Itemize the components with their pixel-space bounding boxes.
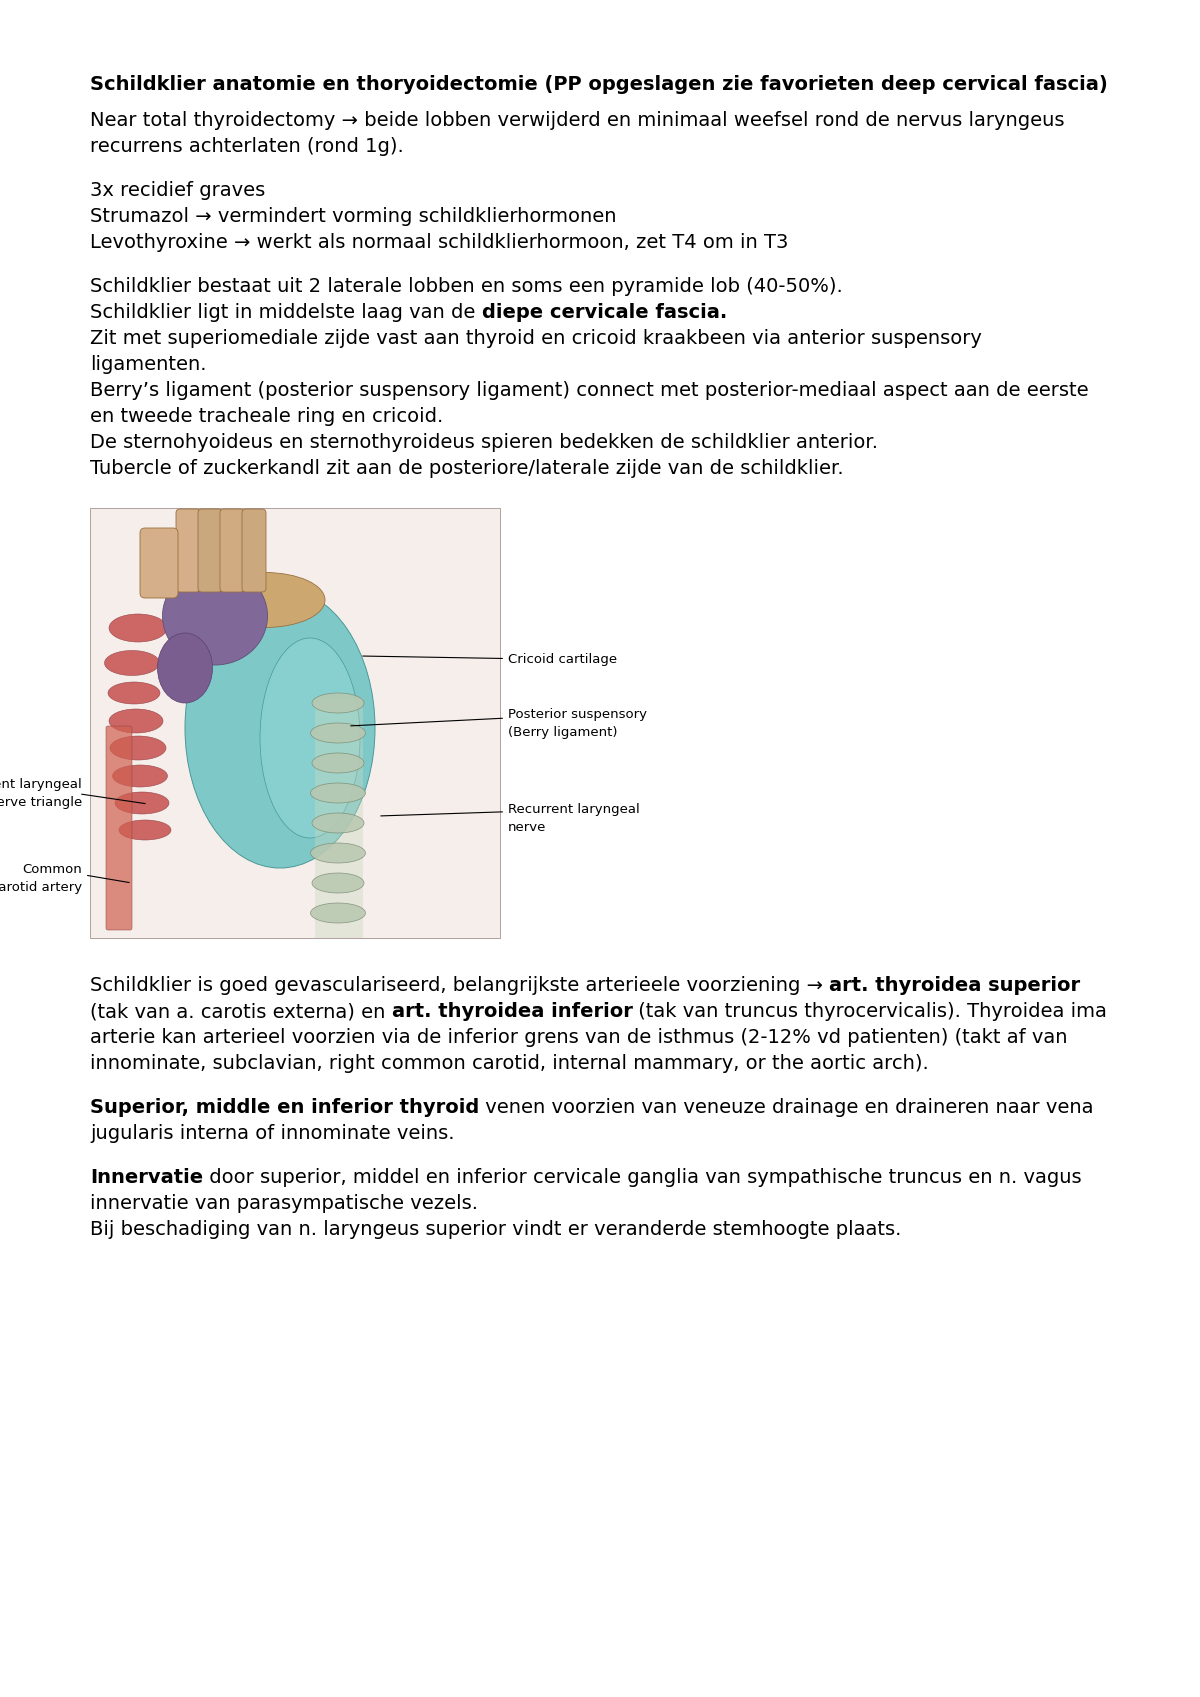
Text: (tak van a. carotis externa) en: (tak van a. carotis externa) en bbox=[90, 1001, 391, 1022]
Text: jugularis interna of innominate veins.: jugularis interna of innominate veins. bbox=[90, 1123, 455, 1144]
Text: carotid artery: carotid artery bbox=[0, 881, 82, 894]
Ellipse shape bbox=[311, 843, 366, 864]
Text: (tak van truncus thyrocervicalis). Thyroidea ima: (tak van truncus thyrocervicalis). Thyro… bbox=[632, 1001, 1108, 1022]
Bar bbox=[90, 507, 500, 938]
Text: Common: Common bbox=[23, 864, 130, 882]
Text: diepe cervicale fascia.: diepe cervicale fascia. bbox=[481, 304, 727, 322]
Ellipse shape bbox=[311, 723, 366, 743]
Text: Tubercle of zuckerkandl zit aan de posteriore/laterale zijde van de schildklier.: Tubercle of zuckerkandl zit aan de poste… bbox=[90, 458, 844, 479]
Text: Schildklier ligt in middelste laag van de: Schildklier ligt in middelste laag van d… bbox=[90, 304, 481, 322]
Ellipse shape bbox=[312, 872, 364, 893]
Ellipse shape bbox=[312, 692, 364, 713]
Ellipse shape bbox=[157, 633, 212, 703]
Text: art. thyroidea inferior: art. thyroidea inferior bbox=[391, 1001, 632, 1022]
Text: Strumazol → vermindert vorming schildklierhormonen: Strumazol → vermindert vorming schildkli… bbox=[90, 207, 617, 226]
Text: en tweede tracheale ring en cricoid.: en tweede tracheale ring en cricoid. bbox=[90, 407, 443, 426]
Text: De sternohyoideus en sternothyroideus spieren bedekken de schildklier anterior.: De sternohyoideus en sternothyroideus sp… bbox=[90, 433, 878, 451]
Text: 3x recidief graves: 3x recidief graves bbox=[90, 182, 265, 200]
Text: ligamenten.: ligamenten. bbox=[90, 355, 206, 373]
Ellipse shape bbox=[205, 572, 325, 628]
Ellipse shape bbox=[104, 650, 160, 675]
Text: Zit met superiomediale zijde vast aan thyroid en cricoid kraakbeen via anterior : Zit met superiomediale zijde vast aan th… bbox=[90, 329, 982, 348]
Text: recurrens achterlaten (rond 1g).: recurrens achterlaten (rond 1g). bbox=[90, 137, 403, 156]
Text: nerve: nerve bbox=[508, 821, 546, 833]
Text: Cricoid cartilage: Cricoid cartilage bbox=[362, 653, 617, 665]
Ellipse shape bbox=[113, 765, 168, 787]
Text: arterie kan arterieel voorzien via de inferior grens van de isthmus (2-12% vd pa: arterie kan arterieel voorzien via de in… bbox=[90, 1028, 1068, 1047]
FancyBboxPatch shape bbox=[106, 726, 132, 930]
Text: Schildklier anatomie en thoryoidectomie (PP opgeslagen zie favorieten deep cervi: Schildklier anatomie en thoryoidectomie … bbox=[90, 75, 1108, 93]
Ellipse shape bbox=[115, 792, 169, 815]
Text: Near total thyroidectomy → beide lobben verwijderd en minimaal weefsel rond de n: Near total thyroidectomy → beide lobben … bbox=[90, 110, 1064, 131]
Ellipse shape bbox=[311, 782, 366, 803]
Text: innominate, subclavian, right common carotid, internal mammary, or the aortic ar: innominate, subclavian, right common car… bbox=[90, 1054, 929, 1073]
Ellipse shape bbox=[162, 567, 268, 665]
Text: Superior, middle en inferior thyroid: Superior, middle en inferior thyroid bbox=[90, 1098, 479, 1117]
Text: nerve triangle: nerve triangle bbox=[0, 796, 82, 809]
Text: innervatie van parasympatische vezels.: innervatie van parasympatische vezels. bbox=[90, 1195, 478, 1213]
Ellipse shape bbox=[109, 614, 167, 641]
Text: Recurrent laryngeal: Recurrent laryngeal bbox=[0, 777, 145, 804]
Ellipse shape bbox=[110, 736, 166, 760]
Text: Posterior suspensory: Posterior suspensory bbox=[350, 708, 647, 726]
Ellipse shape bbox=[312, 753, 364, 774]
Text: Levothyroxine → werkt als normaal schildklierhormoon, zet T4 om in T3: Levothyroxine → werkt als normaal schild… bbox=[90, 232, 788, 251]
Bar bbox=[314, 697, 364, 938]
Text: door superior, middel en inferior cervicale ganglia van sympathische truncus en : door superior, middel en inferior cervic… bbox=[203, 1168, 1081, 1186]
Text: venen voorzien van veneuze drainage en draineren naar vena: venen voorzien van veneuze drainage en d… bbox=[479, 1098, 1093, 1117]
Ellipse shape bbox=[311, 903, 366, 923]
Text: Recurrent laryngeal: Recurrent laryngeal bbox=[380, 803, 640, 816]
FancyBboxPatch shape bbox=[176, 509, 200, 592]
FancyBboxPatch shape bbox=[198, 509, 222, 592]
Text: Berry’s ligament (posterior suspensory ligament) connect met posterior-mediaal a: Berry’s ligament (posterior suspensory l… bbox=[90, 382, 1088, 400]
Text: Schildklier is goed gevasculariseerd, belangrijkste arterieele voorziening →: Schildklier is goed gevasculariseerd, be… bbox=[90, 976, 829, 994]
FancyBboxPatch shape bbox=[242, 509, 266, 592]
FancyBboxPatch shape bbox=[140, 528, 178, 597]
Ellipse shape bbox=[109, 709, 163, 733]
Text: Schildklier bestaat uit 2 laterale lobben en soms een pyramide lob (40-50%).: Schildklier bestaat uit 2 laterale lobbe… bbox=[90, 277, 842, 295]
Text: (Berry ligament): (Berry ligament) bbox=[508, 726, 618, 738]
Ellipse shape bbox=[119, 820, 172, 840]
Ellipse shape bbox=[312, 813, 364, 833]
Text: Innervatie: Innervatie bbox=[90, 1168, 203, 1186]
FancyBboxPatch shape bbox=[220, 509, 244, 592]
Ellipse shape bbox=[185, 587, 374, 867]
Text: art. thyroidea superior: art. thyroidea superior bbox=[829, 976, 1080, 994]
Ellipse shape bbox=[108, 682, 160, 704]
Ellipse shape bbox=[260, 638, 360, 838]
Text: Bij beschadiging van n. laryngeus superior vindt er veranderde stemhoogte plaats: Bij beschadiging van n. laryngeus superi… bbox=[90, 1220, 901, 1239]
